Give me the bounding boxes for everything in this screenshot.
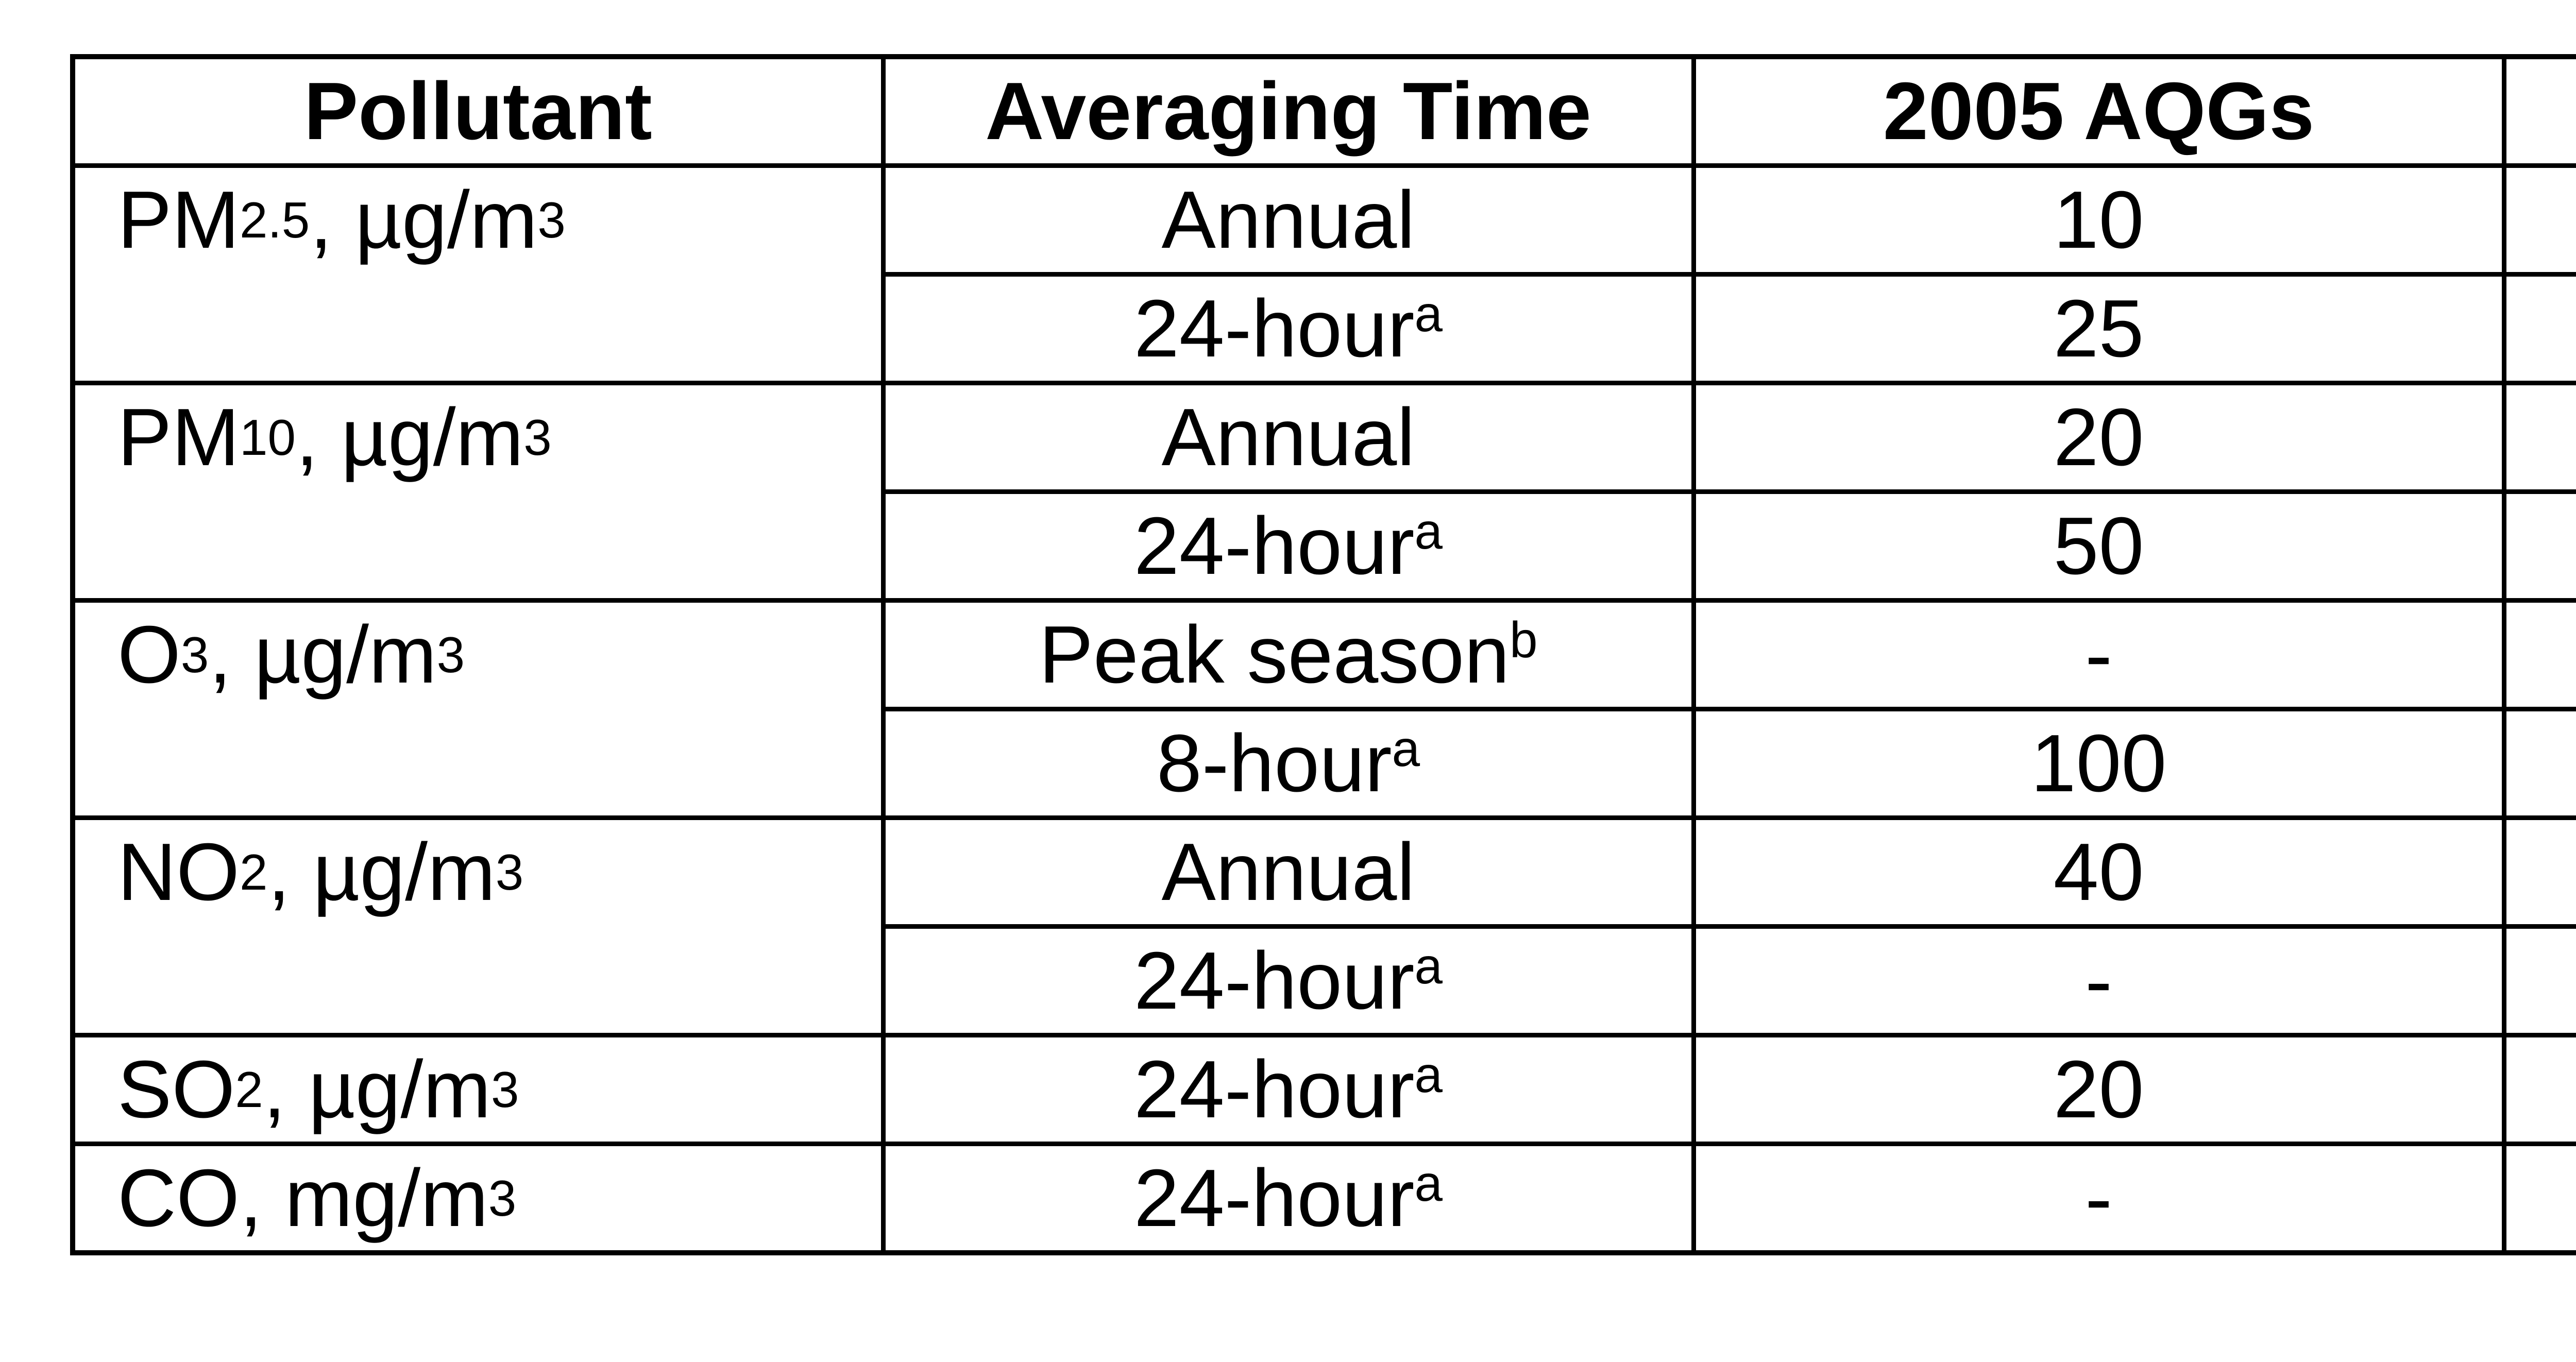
averaging-time-cell: Annual [880,380,1696,494]
table-row: 8-houra100100 [73,706,2576,820]
pollutant-cell: NO 2, µg/m 3 [70,815,886,1037]
pollutant-cell: PM 2.5, µg/m 3 [70,163,886,385]
aqg-2005-value-cell: 20 [1691,1032,2506,1146]
aqg-2021-value-cell: 4 [2501,1141,2576,1255]
averaging-time-cell: Annual [880,163,1696,277]
aqg-2005-value-cell: 100 [1691,706,2506,820]
aqg-2005-value-cell: 20 [1691,380,2506,494]
pollutant-label: CO, mg/m 3 [117,1152,517,1244]
aqg-comparison-table: Pollutant Averaging Time 2005 AQGs 2021 … [70,54,2576,1255]
aqg-2021-value-cell: 10 [2501,815,2576,929]
aqg-2021-value-cell: 25 [2501,924,2576,1037]
aqg-2021-value-cell: 60 [2501,598,2576,711]
aqg-2005-value-cell: 50 [1691,489,2506,603]
aqg-2021-value-cell: 15 [2501,271,2576,385]
table-row: O3, µg/m3 Peak seasonb-60 [70,598,2576,820]
aqg-2005-value-cell: - [1691,924,2506,1037]
averaging-time-cell: Peak seasonb [880,598,1696,711]
pollutant-label: SO 2, µg/m 3 [117,1044,519,1135]
table-row: SO2, µg/m3 24-houra2040 [70,1032,2576,1146]
aqg-2005-value-cell: 25 [1691,271,2506,385]
table-body: PM2.5, µg/m3Annual10524-houra2515PM10, µ… [70,163,2576,1255]
averaging-time-cell: 8-houra [880,706,1696,820]
header-row: Pollutant Averaging Time 2005 AQGs 2021 … [70,54,2576,168]
pollutant-label: PM 2.5, µg/m 3 [117,174,566,265]
aqg-2005-value-cell: 10 [1691,163,2506,277]
aqg-2021-value-cell: 100 [2501,706,2576,820]
pollutant-label: NO 2, µg/m 3 [117,826,524,917]
averaging-time-cell: 24-houra [880,1141,1696,1255]
table-row: PM2.5, µg/m3 Annual105 [70,163,2576,385]
averaging-time-cell: 24-houra [880,1032,1696,1146]
averaging-time-cell: 24-houra [880,489,1696,603]
aqg-2021-value-cell: 40 [2501,1032,2576,1146]
table-header: Pollutant Averaging Time 2005 AQGs 2021 … [70,54,2576,168]
aqg-2005-value-cell: - [1691,598,2506,711]
pollutant-cell: PM 10, µg/m 3 [70,380,886,603]
table-row: 24-houra2515 [73,271,2576,385]
averaging-time-cell: 24-houra [880,271,1696,385]
pollutant-cell: CO, mg/m 3 [70,1141,886,1255]
table-row: NO2, µg/m3 Annual4010 [70,815,2576,1037]
col-header-pollutant: Pollutant [70,54,886,168]
pollutant-label: PM 10, µg/m 3 [117,391,552,483]
col-header-2005-aqgs: 2005 AQGs [1691,54,2506,168]
averaging-time-cell: Annual [880,815,1696,929]
col-header-averaging-time: Averaging Time [880,54,1696,168]
pollutant-cell: SO 2, µg/m 3 [70,1032,886,1146]
aqg-2021-value-cell: 45 [2501,489,2576,603]
aqg-2005-value-cell: - [1691,1141,2506,1255]
averaging-time-cell: 24-houra [880,924,1696,1037]
aqg-2021-value-cell: 15 [2501,380,2576,494]
aqg-2005-value-cell: 40 [1691,815,2506,929]
table-row: CO, mg/m3 24-houra-4 [70,1141,2576,1255]
aqg-2021-value-cell: 5 [2501,163,2576,277]
table-row: 24-houra-25 [73,924,2576,1037]
col-header-2021-aqgs: 2021 AQGs [2501,54,2576,168]
table-row: 24-houra5045 [73,489,2576,603]
